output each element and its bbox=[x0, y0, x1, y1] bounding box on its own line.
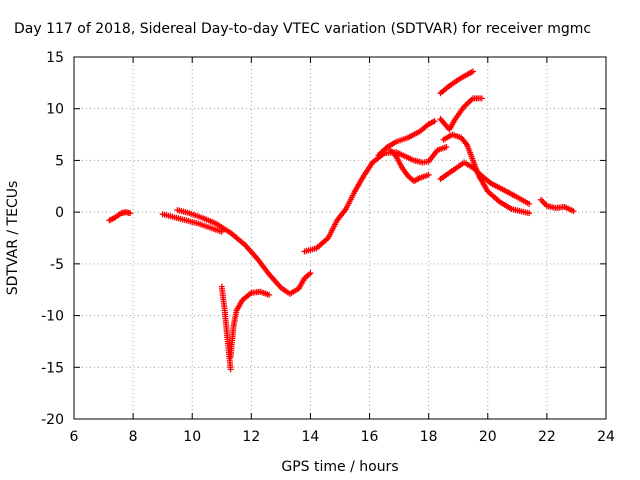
data-point bbox=[443, 143, 450, 150]
x-tick-label: 12 bbox=[242, 429, 260, 445]
series-track-13 bbox=[537, 196, 577, 215]
series-track-11 bbox=[437, 95, 485, 133]
data-point bbox=[478, 95, 485, 102]
data-point bbox=[127, 210, 134, 217]
x-tick-label: 22 bbox=[538, 429, 556, 445]
series-track-6 bbox=[301, 143, 450, 255]
series-track-8 bbox=[387, 147, 432, 185]
series-track-5 bbox=[227, 288, 273, 360]
data-point bbox=[526, 200, 533, 207]
x-tick-label: 18 bbox=[420, 429, 438, 445]
x-tick-label: 24 bbox=[597, 429, 615, 445]
y-tick-label: 0 bbox=[55, 205, 64, 221]
y-tick-label: -5 bbox=[50, 257, 64, 273]
chart-title: Day 117 of 2018, Sidereal Day-to-day VTE… bbox=[14, 21, 591, 37]
data-point bbox=[570, 208, 577, 215]
data-point bbox=[431, 118, 438, 125]
series-track-12 bbox=[437, 68, 476, 97]
x-tick-label: 8 bbox=[129, 429, 138, 445]
y-tick-label: -10 bbox=[41, 309, 64, 325]
series-track-2 bbox=[159, 211, 225, 235]
y-tick-label: -20 bbox=[41, 412, 64, 428]
y-tick-label: -15 bbox=[41, 360, 64, 376]
y-tick-label: 10 bbox=[46, 102, 64, 118]
grid-lines bbox=[74, 57, 606, 419]
data-point bbox=[227, 366, 234, 373]
y-axis-label: SDTVAR / TECUs bbox=[5, 181, 21, 296]
x-tick-label: 6 bbox=[70, 429, 79, 445]
data-point bbox=[307, 270, 314, 277]
series-track-3 bbox=[174, 207, 314, 297]
series-track-1 bbox=[106, 209, 134, 224]
axis-ticks: 6 8 10 12 14 16 18 20 22 24 15 10 5 0 -5 -10 -15 -20 bbox=[41, 50, 615, 445]
series-track-7 bbox=[375, 118, 438, 159]
x-axis-label: GPS time / hours bbox=[281, 459, 398, 475]
series-track-4 bbox=[218, 283, 234, 373]
plot-frame bbox=[73, 56, 607, 420]
y-tick-label: 5 bbox=[55, 153, 64, 169]
x-tick-label: 10 bbox=[183, 429, 201, 445]
data-point bbox=[266, 291, 273, 298]
data-point bbox=[470, 68, 476, 75]
x-tick-label: 14 bbox=[302, 429, 320, 445]
data-series bbox=[106, 68, 577, 373]
y-tick-label: 15 bbox=[46, 50, 64, 66]
data-point bbox=[425, 171, 432, 178]
x-tick-label: 20 bbox=[479, 429, 497, 445]
x-tick-label: 16 bbox=[361, 429, 379, 445]
series-track-10 bbox=[440, 131, 533, 217]
data-point bbox=[526, 210, 533, 217]
